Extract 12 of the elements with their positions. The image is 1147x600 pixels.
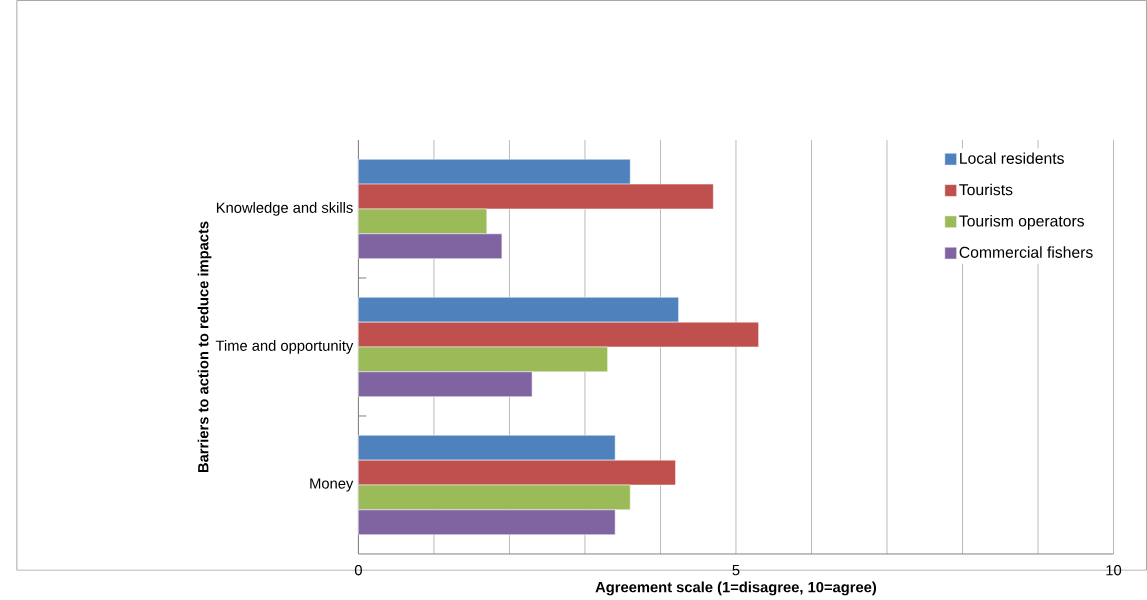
y-tick-label: Knowledge and skills [216,202,353,216]
legend-label: Commercial fishers [959,246,1093,258]
y-tick-label: Money [310,478,354,492]
y-tick-label: Time and opportunity [215,340,354,354]
x-tick-label: 0 [354,564,362,576]
y-axis-title: Barriers to action to reduce impacts [197,221,212,472]
legend-label: Local residents [960,152,1064,164]
x-tick-label: 5 [732,564,740,576]
x-tick-label: 10 [1106,564,1122,576]
legend-label: Tourists [959,183,1013,196]
x-axis-title: Agreement scale (1=disagree, 10=agree) [595,581,877,596]
legend-label: Tourism operators [959,214,1084,230]
